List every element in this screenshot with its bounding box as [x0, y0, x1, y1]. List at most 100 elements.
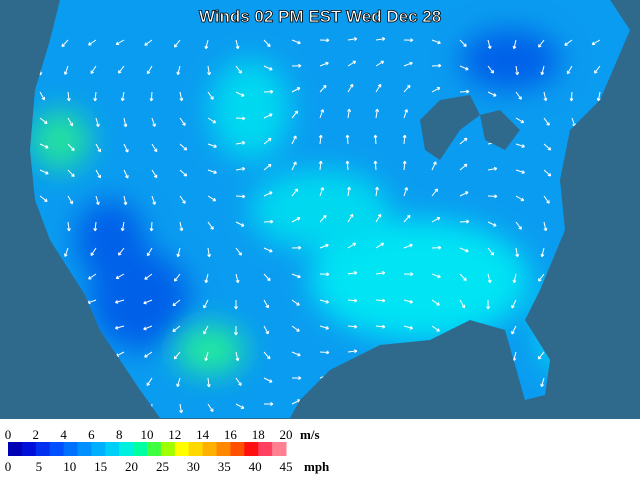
wind-arrow	[93, 91, 98, 102]
wind-arrow	[66, 221, 71, 232]
wind-arrow	[402, 134, 407, 145]
wind-arrow	[347, 60, 357, 67]
wind-arrow	[515, 117, 525, 124]
wind-arrow	[123, 169, 129, 179]
wind-arrow	[173, 273, 181, 282]
wind-arrow	[263, 137, 272, 145]
wind-arrow	[291, 273, 301, 279]
wind-arrow	[291, 217, 301, 223]
wind-arrow	[403, 84, 411, 93]
wind-arrow	[375, 242, 385, 249]
mph-tick-label: 0	[5, 459, 12, 474]
wind-arrow	[179, 169, 188, 177]
wind-arrow	[486, 299, 491, 310]
wind-arrow	[403, 299, 414, 304]
wind-arrow	[540, 377, 545, 388]
wind-arrow	[114, 325, 125, 330]
ms-tick-label: 6	[88, 427, 95, 442]
wind-arrow	[459, 219, 470, 224]
wind-arrow	[235, 247, 242, 256]
wind-arrow	[144, 351, 153, 358]
wind-arrow	[207, 143, 217, 149]
wind-arrow	[515, 247, 520, 258]
wind-arrow	[95, 143, 101, 153]
wind-arrow	[146, 65, 153, 75]
wind-arrow	[319, 350, 330, 355]
legend-swatch	[119, 442, 134, 456]
wind-arrow	[173, 351, 181, 360]
mph-tick-label: 5	[36, 459, 43, 474]
wind-arrow	[151, 117, 156, 127]
wind-arrow	[375, 298, 386, 303]
legend-swatch	[35, 442, 51, 456]
wind-arrow	[263, 273, 271, 282]
wind-arrow	[149, 221, 154, 232]
ms-tick-label: 18	[252, 427, 265, 442]
wind-arrow	[143, 325, 153, 331]
mph-tick-label: 20	[125, 459, 138, 474]
wind-arrow	[291, 39, 301, 45]
wind-arrow	[146, 377, 153, 386]
wind-arrow	[115, 273, 125, 280]
wind-arrow	[203, 299, 209, 309]
wind-arrow	[459, 65, 469, 71]
wind-arrow	[459, 163, 468, 171]
legend-swatch	[258, 442, 273, 456]
wind-arrow	[179, 195, 186, 204]
wind-arrow	[235, 351, 240, 362]
legend-swatch	[133, 442, 148, 456]
wind-arrow	[291, 325, 300, 332]
wind-arrow	[402, 160, 407, 171]
wind-arrow	[207, 195, 217, 202]
wind-arrow	[291, 351, 301, 357]
wind-arrow	[93, 221, 98, 232]
wind-arrow	[67, 143, 75, 152]
wind-arrow	[144, 39, 153, 46]
wind-arrow	[319, 38, 330, 43]
wind-arrow	[538, 39, 545, 48]
wind-arrow	[291, 161, 297, 171]
wind-arrow	[235, 377, 242, 386]
wind-arrow	[263, 351, 271, 360]
wind-arrow	[540, 65, 545, 76]
wind-arrow	[538, 273, 545, 282]
mph-tick-label: 30	[187, 459, 200, 474]
wind-arrow	[375, 186, 379, 197]
map-title: Winds 02 PM EST Wed Dec 28	[199, 7, 441, 26]
wind-arrow	[120, 221, 125, 232]
wind-arrow	[594, 65, 601, 74]
wind-arrow	[564, 39, 573, 46]
wind-arrow	[176, 65, 181, 76]
wind-arrow	[319, 299, 330, 304]
wind-arrow	[172, 325, 181, 333]
mph-tick-label: 45	[280, 459, 293, 474]
wind-arrow	[347, 349, 358, 354]
wind-arrow	[487, 273, 492, 284]
ms-unit: m/s	[300, 427, 320, 442]
wind-arrow	[176, 377, 181, 387]
wind-arrow	[235, 166, 246, 171]
wind-arrow	[114, 299, 125, 304]
wind-arrow	[487, 166, 498, 171]
land	[30, 0, 630, 418]
wind-arrow	[235, 116, 246, 121]
wind-arrow	[88, 39, 97, 46]
wind-arrow	[123, 195, 128, 206]
wind-arrow	[95, 169, 102, 179]
wind-arrow	[511, 325, 517, 335]
wind-arrow	[95, 117, 100, 128]
wind-arrow	[172, 299, 181, 307]
wind-arrow	[540, 247, 545, 258]
wind-arrow	[123, 117, 128, 128]
wind-arrow	[176, 247, 181, 258]
wind-arrow	[39, 169, 49, 175]
wind-arrow	[459, 39, 467, 47]
wind-arrow	[487, 194, 498, 199]
wind-arrow	[373, 134, 378, 145]
wind-arrow	[345, 134, 350, 145]
wind-arrow	[67, 195, 74, 205]
great-lakes	[480, 110, 520, 150]
legend-swatch	[49, 442, 65, 456]
wind-arrow	[291, 299, 300, 306]
